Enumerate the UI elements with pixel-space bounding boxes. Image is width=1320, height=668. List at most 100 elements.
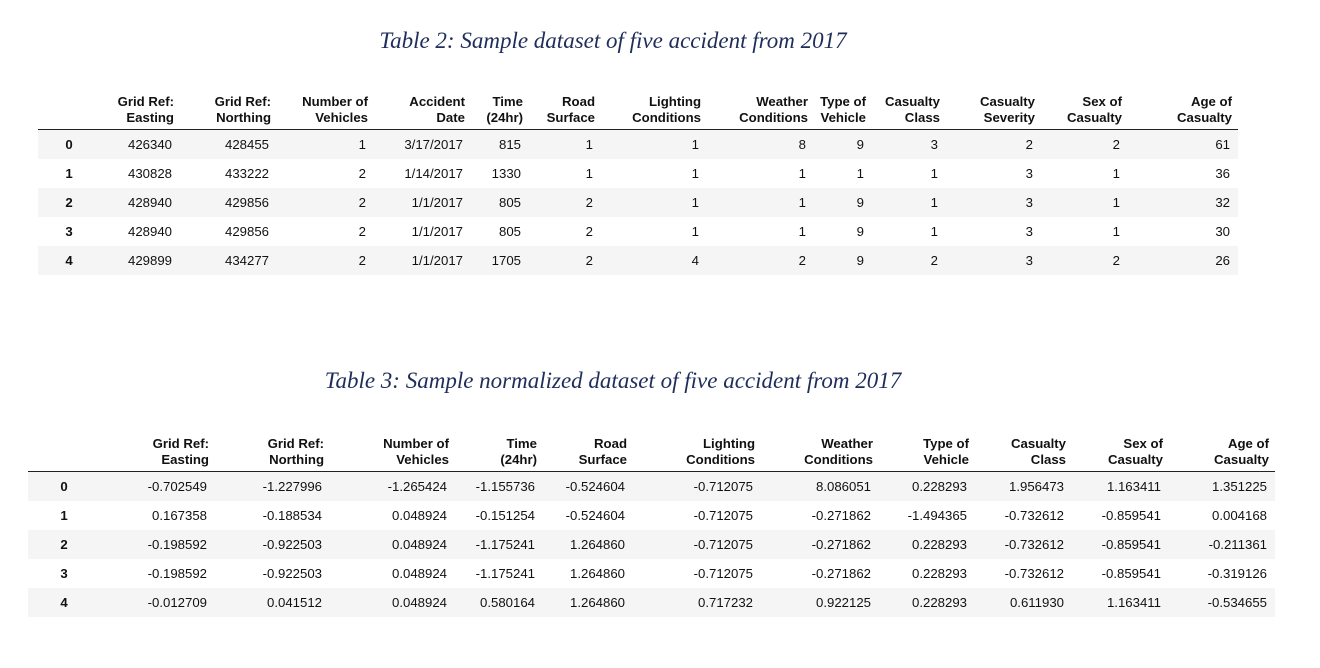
column-header: Weather Conditions bbox=[707, 88, 814, 130]
table-cell: -0.712075 bbox=[693, 566, 753, 581]
column-header: Age of Casualty bbox=[1128, 88, 1238, 130]
column-header-line: Grid Ref: bbox=[117, 94, 174, 109]
table-cell: 36 bbox=[1215, 166, 1230, 181]
table-cell: 1.264860 bbox=[569, 595, 625, 610]
table-cell: 0.041512 bbox=[266, 595, 322, 610]
column-header-line: Age of bbox=[1227, 436, 1269, 451]
table-cell: 0.922125 bbox=[815, 595, 871, 610]
table-cell: -0.524604 bbox=[565, 479, 625, 494]
column-header-line: Sex of bbox=[1123, 436, 1163, 451]
table-3-caption: Table 3: Sample normalized dataset of fi… bbox=[324, 368, 902, 393]
table-2-caption: Table 2: Sample dataset of five accident… bbox=[379, 28, 847, 53]
column-header: Road Surface bbox=[543, 430, 633, 472]
column-header-line: Lighting bbox=[649, 94, 701, 109]
table-cell: 1 bbox=[585, 137, 593, 152]
table-cell: -0.271862 bbox=[811, 537, 871, 552]
table-cell: -0.712075 bbox=[693, 508, 753, 523]
table-cell: 428455 bbox=[224, 137, 269, 152]
column-header-line: Grid Ref: bbox=[267, 436, 324, 451]
table-body: 0 -0.702549 -1.227996 -1.265424 -1.155736 -0.… bbox=[28, 471, 1275, 617]
column-header-line: Age of bbox=[1190, 94, 1232, 109]
column-header-line: Northing bbox=[269, 452, 324, 467]
table-cell: 1705 bbox=[491, 253, 521, 268]
table-cell: 428940 bbox=[127, 224, 172, 239]
column-header-line: Conditions bbox=[804, 452, 873, 467]
table-cell: 428940 bbox=[127, 195, 172, 210]
table-cell: 805 bbox=[498, 224, 521, 239]
table-cell: 0.004168 bbox=[1211, 508, 1267, 523]
table-cell: 9 bbox=[856, 224, 864, 239]
table-row: 2 -0.198592 -0.922503 0.048924 -1.175241 1.26… bbox=[28, 530, 1275, 559]
column-header-line: Casualty bbox=[1214, 452, 1269, 467]
row-index: 4 bbox=[65, 253, 73, 268]
column-header-line: Casualty bbox=[980, 94, 1035, 109]
column-header-line: Time bbox=[492, 94, 523, 109]
table-cell: 0.048924 bbox=[391, 537, 447, 552]
table-cell: -0.702549 bbox=[147, 479, 207, 494]
table-cell: 3 bbox=[1025, 224, 1033, 239]
table-row: 2 428940 429856 2 1/1/2017 805 2 1 1 9 1 3 1 32 bbox=[38, 188, 1238, 217]
column-header-line: (24hr) bbox=[500, 452, 537, 467]
table-cell: 9 bbox=[856, 253, 864, 268]
column-header-line: Severity bbox=[983, 110, 1035, 125]
table-cell: -0.012709 bbox=[147, 595, 207, 610]
table-cell: 0.611930 bbox=[1009, 595, 1064, 610]
table-cell: -0.732612 bbox=[1004, 566, 1064, 581]
table-cell: 1/14/2017 bbox=[404, 166, 463, 181]
table-cell: 1 bbox=[930, 224, 938, 239]
table-cell: 1/1/2017 bbox=[411, 253, 463, 268]
column-header-line: Casualty bbox=[1108, 452, 1163, 467]
column-header-line: Class bbox=[1030, 452, 1066, 467]
row-index: 2 bbox=[60, 537, 68, 552]
table-cell: 429856 bbox=[224, 195, 269, 210]
table-cell: 8.086051 bbox=[815, 479, 871, 494]
table-cell: 2 bbox=[358, 224, 366, 239]
table-cell: 2 bbox=[585, 195, 593, 210]
column-header: Type of Vehicle bbox=[879, 430, 975, 472]
column-header: Casualty Class bbox=[872, 88, 946, 130]
table-cell: 1/1/2017 bbox=[411, 224, 463, 239]
table-header: Grid Ref: Easting Grid Ref: Northing Number … bbox=[38, 88, 1238, 130]
table-cell: -0.859541 bbox=[1101, 537, 1161, 552]
table-cell: 434277 bbox=[224, 253, 269, 268]
table-cell: 3 bbox=[1025, 166, 1033, 181]
table-cell: 3 bbox=[1025, 195, 1033, 210]
table-cell: 9 bbox=[856, 137, 864, 152]
column-header-line: Vehicle bbox=[923, 452, 969, 467]
table-cell: -1.265424 bbox=[387, 479, 447, 494]
table-cell: -0.198592 bbox=[147, 537, 207, 552]
table-cell: -0.534655 bbox=[1207, 595, 1267, 610]
table-row: 1 0.167358 -0.188534 0.048924 -0.151254 -0.52… bbox=[28, 501, 1275, 530]
column-header-line: Number of bbox=[383, 436, 449, 451]
table-cell: 2 bbox=[358, 166, 366, 181]
table-cell: 430828 bbox=[127, 166, 172, 181]
column-header: Weather Conditions bbox=[761, 430, 879, 472]
table-cell: 2 bbox=[585, 253, 593, 268]
table-row: 3 428940 429856 2 1/1/2017 805 2 1 1 9 1 3 1 30 bbox=[38, 217, 1238, 246]
column-header-line: Lighting bbox=[703, 436, 755, 451]
table-body: 0 426340 428455 1 3/17/2017 815 1 1 8 9 3 2 2 61 1 4308… bbox=[38, 129, 1238, 275]
column-header: Road Surface bbox=[529, 88, 601, 130]
table-cell: 1/1/2017 bbox=[411, 195, 463, 210]
column-header-line: Surface bbox=[578, 452, 627, 467]
index-header-blank bbox=[28, 430, 100, 472]
sample-dataset-table: Grid Ref: Easting Grid Ref: Northing Number … bbox=[38, 88, 1238, 275]
table-cell: 1 bbox=[930, 166, 938, 181]
column-header-line: Conditions bbox=[632, 110, 701, 125]
table-cell: 0.048924 bbox=[391, 566, 447, 581]
table-cell: 2 bbox=[1112, 137, 1120, 152]
row-index: 3 bbox=[60, 566, 68, 581]
column-header-line: Northing bbox=[216, 110, 271, 125]
table-cell: 26 bbox=[1215, 253, 1230, 268]
table-cell: -0.922503 bbox=[262, 566, 322, 581]
column-header: Lighting Conditions bbox=[633, 430, 761, 472]
table-cell: -0.151254 bbox=[475, 508, 535, 523]
table-cell: 0.228293 bbox=[911, 537, 967, 552]
table-cell: 2 bbox=[930, 253, 938, 268]
table-cell: -0.922503 bbox=[262, 537, 322, 552]
table-cell: -1.175241 bbox=[475, 537, 535, 552]
column-header-line: Type of bbox=[820, 94, 866, 109]
table-cell: 429899 bbox=[127, 253, 172, 268]
column-header: Sex of Casualty bbox=[1041, 88, 1128, 130]
row-index: 0 bbox=[65, 137, 73, 152]
